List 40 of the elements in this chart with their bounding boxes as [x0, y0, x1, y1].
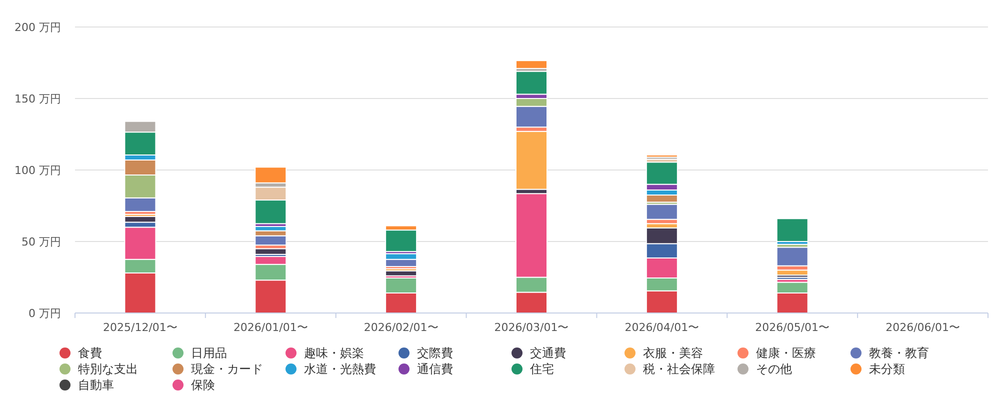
legend-label: 現金・カード — [191, 362, 263, 376]
x-tick-label: 2026/05/01〜 — [755, 321, 830, 334]
legend-label: その他 — [756, 362, 792, 376]
legend-label: 未分類 — [869, 362, 905, 376]
legend-label: 日用品 — [191, 346, 227, 360]
y-tick-label: 100 万円 — [14, 164, 61, 177]
legend-label: 教養・教育 — [869, 346, 929, 360]
y-tick-label: 200 万円 — [14, 20, 61, 34]
x-tick-label: 2026/02/01〜 — [364, 321, 438, 334]
legend-label: 交通費 — [530, 346, 566, 360]
bar — [254, 166, 287, 184]
bar — [254, 248, 287, 255]
legend-label: 衣服・美容 — [643, 346, 703, 360]
x-tick-label: 2026/01/01〜 — [233, 321, 308, 334]
legend-label: 食費 — [78, 346, 102, 360]
legend-label: 水道・光熱費 — [304, 362, 376, 376]
legend-label: 交際費 — [417, 346, 453, 360]
y-tick-label: 0 万円 — [28, 306, 61, 320]
x-tick-label: 2026/06/01〜 — [886, 321, 960, 334]
bar — [516, 130, 548, 190]
legend-label: 特別な支出 — [78, 362, 138, 376]
y-tick-label: 50 万円 — [22, 235, 61, 248]
bar — [776, 246, 808, 266]
legend-label: 健康・医療 — [756, 346, 816, 360]
legend-label: 趣味・娯楽 — [304, 346, 364, 360]
legend-label: 通信費 — [417, 362, 453, 376]
bar — [646, 154, 678, 158]
legend-label: 自動車 — [78, 378, 114, 392]
x-tick-label: 2025/12/01〜 — [103, 321, 178, 334]
y-tick-label: 150 万円 — [14, 92, 61, 106]
x-tick-label: 2026/03/01〜 — [494, 321, 569, 334]
legend-label: 税・社会保障 — [643, 362, 715, 376]
legend-label: 住宅 — [529, 362, 554, 376]
bar — [516, 60, 548, 69]
legend-label: 保険 — [191, 378, 215, 392]
bar — [516, 70, 548, 95]
bar — [776, 218, 808, 242]
bar — [385, 230, 418, 252]
bar — [646, 204, 678, 220]
x-tick-label: 2026/04/01〜 — [624, 321, 700, 334]
